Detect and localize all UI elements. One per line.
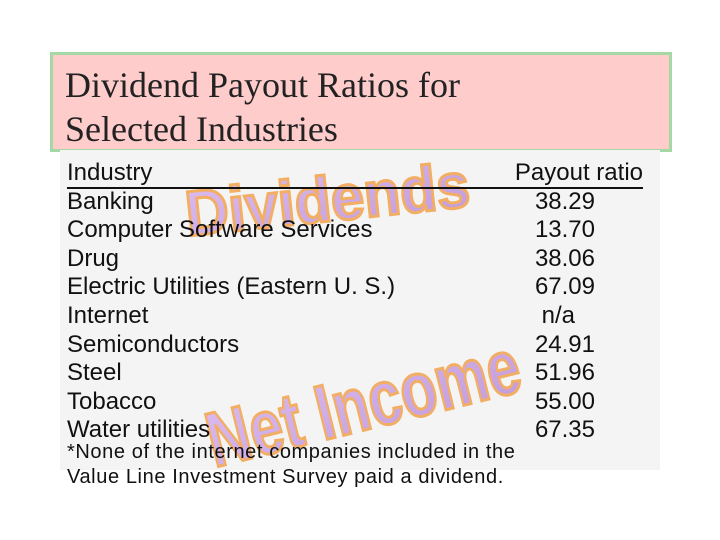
industry-cell: Internet xyxy=(67,302,149,329)
ratio-cell: 67.35 xyxy=(534,416,595,443)
industry-cell: Semiconductors xyxy=(67,331,240,358)
header-payout-ratio: Payout ratio xyxy=(514,159,643,186)
ratio-cell: 13.70 xyxy=(534,216,595,243)
industry-cell: Tobacco xyxy=(67,388,157,415)
table-row: Drug 38.06 xyxy=(67,245,643,273)
header-industry: Industry xyxy=(67,159,153,186)
ratio-cell: 51.96 xyxy=(534,359,595,386)
industry-cell: Drug xyxy=(67,245,120,272)
table-row: Tobacco 55.00 xyxy=(67,388,643,416)
industry-cell: Banking xyxy=(67,188,154,215)
ratio-cell: 67.09 xyxy=(534,273,595,300)
content-background xyxy=(60,150,660,470)
ratio-cell: 24.91 xyxy=(534,331,595,358)
table-row: Electric Utilities (Eastern U. S.) 67.09 xyxy=(67,273,643,301)
ratio-cell: 55.00 xyxy=(534,388,595,415)
table-row: Banking 38.29 xyxy=(67,188,643,216)
title-line-1: Dividend Payout Ratios for xyxy=(65,65,460,105)
table-header-row: Industry Payout ratio xyxy=(67,159,643,189)
table-row: Water utilities 67.35 xyxy=(67,416,643,444)
industry-cell: Computer Software Services xyxy=(67,216,373,243)
table-row: Internet n/a xyxy=(67,302,643,330)
industry-cell: Electric Utilities (Eastern U. S.) xyxy=(67,273,396,300)
footnote: *None of the internet companies included… xyxy=(67,440,667,490)
industry-cell: Water utilities xyxy=(67,416,211,443)
slide-title: Dividend Payout Ratios for Selected Indu… xyxy=(65,63,661,151)
title-line-2: Selected Industries xyxy=(65,109,338,149)
title-box: Dividend Payout Ratios for Selected Indu… xyxy=(50,52,672,152)
industry-cell: Steel xyxy=(67,359,122,386)
footnote-line-2: Value Line Investment Survey paid a divi… xyxy=(67,466,504,488)
table-row: Steel 51.96 xyxy=(67,359,643,387)
footnote-line-1: *None of the internet companies included… xyxy=(67,441,516,463)
table-row: Computer Software Services 13.70 xyxy=(67,216,643,244)
ratio-cell: 38.06 xyxy=(534,245,595,272)
ratio-cell: 38.29 xyxy=(534,188,595,215)
ratio-cell: n/a xyxy=(541,302,575,329)
table-row: Semiconductors 24.91 xyxy=(67,331,643,359)
